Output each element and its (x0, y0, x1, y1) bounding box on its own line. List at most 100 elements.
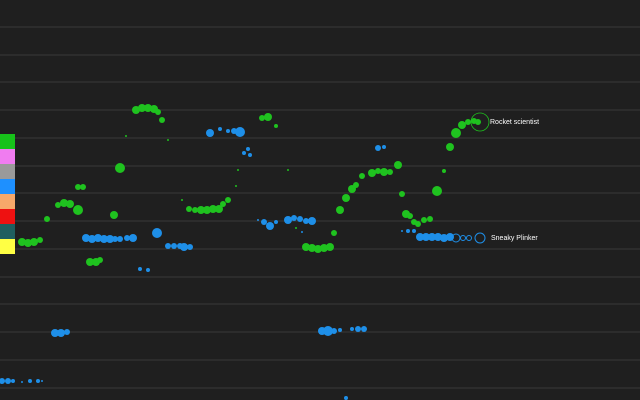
score-dot (274, 124, 278, 128)
score-dot (246, 147, 250, 151)
score-dot (303, 218, 309, 224)
score-dot (124, 235, 130, 241)
score-dot (295, 227, 297, 229)
color-swatch-red[interactable] (0, 209, 15, 224)
score-dot (115, 163, 125, 173)
score-dot (110, 211, 118, 219)
score-dot (187, 244, 193, 250)
score-dot (44, 216, 50, 222)
trail-ring (466, 235, 472, 241)
score-dot (36, 379, 40, 383)
color-swatch-grey[interactable] (0, 164, 15, 179)
current-position-ring-rocket-scientist (470, 112, 490, 132)
score-dot (64, 329, 70, 335)
score-dot (235, 127, 245, 137)
score-dot (353, 182, 359, 188)
score-dot (218, 127, 222, 131)
score-dot (18, 238, 26, 246)
score-dot (138, 267, 142, 271)
score-dot (171, 243, 177, 249)
score-dot (144, 104, 152, 112)
score-dot (125, 135, 127, 137)
score-dot (55, 202, 61, 208)
score-dot (297, 216, 303, 222)
score-dot (112, 236, 118, 242)
score-dot (399, 191, 405, 197)
score-dot (242, 151, 246, 155)
player-track-rocket-scientist[interactable] (18, 104, 481, 266)
score-dot (475, 119, 481, 125)
score-dot (406, 229, 410, 233)
color-legend (0, 134, 15, 254)
player-track-sneaky-plinker[interactable] (0, 127, 454, 400)
score-dot (237, 169, 239, 171)
score-dot (428, 233, 436, 241)
score-dot (75, 184, 81, 190)
score-dot (446, 143, 454, 151)
score-dot (416, 233, 424, 241)
color-swatch-pink[interactable] (0, 149, 15, 164)
color-swatch-orange[interactable] (0, 194, 15, 209)
score-dot (387, 169, 393, 175)
score-dot (215, 205, 223, 213)
score-dot (60, 199, 68, 207)
score-dot (11, 379, 15, 383)
score-dot (338, 328, 342, 332)
score-dot (41, 380, 43, 382)
current-position-ring-sneaky-plinker (474, 232, 486, 244)
player-label-sneaky-plinker[interactable]: Sneaky Plinker (491, 235, 538, 242)
score-dot (284, 216, 292, 224)
score-dot (21, 381, 23, 383)
score-dot (165, 243, 171, 249)
score-dot (350, 327, 354, 331)
score-dot (401, 230, 403, 232)
score-dot (106, 235, 114, 243)
score-dot (225, 197, 231, 203)
score-dot (94, 234, 102, 242)
score-dot (451, 128, 461, 138)
score-dot (465, 119, 471, 125)
score-dot (261, 219, 267, 225)
score-dot (331, 328, 337, 334)
color-swatch-blue[interactable] (0, 179, 15, 194)
score-dot (375, 145, 381, 151)
score-dot (326, 243, 334, 251)
score-dot (323, 326, 333, 336)
score-dot (138, 104, 146, 112)
player-markers (451, 112, 490, 244)
score-dot (336, 206, 344, 214)
score-dot (220, 201, 226, 207)
score-dot (259, 115, 265, 121)
score-dot (129, 234, 137, 242)
score-dot (361, 326, 367, 332)
score-dot (359, 173, 365, 179)
score-dot (86, 258, 94, 266)
score-dot (301, 231, 303, 233)
score-dot (37, 237, 43, 243)
trail-ring (460, 235, 466, 241)
score-dot (66, 200, 74, 208)
score-dot (155, 109, 161, 115)
score-dot (382, 145, 386, 149)
score-dot (80, 184, 86, 190)
score-dot (320, 244, 328, 252)
score-dot (308, 244, 316, 252)
score-dot (159, 117, 165, 123)
score-dot (206, 129, 214, 137)
score-dot (51, 329, 59, 337)
player-label-rocket-scientist[interactable]: Rocket scientist (490, 119, 540, 126)
score-dot (394, 161, 402, 169)
score-dot (412, 229, 416, 233)
score-dot (440, 234, 448, 242)
score-dot (167, 139, 169, 141)
score-dot (248, 153, 252, 157)
color-swatch-teal[interactable] (0, 224, 15, 239)
score-dot (274, 220, 278, 224)
color-swatch-green[interactable] (0, 134, 15, 149)
color-swatch-yellow[interactable] (0, 239, 15, 254)
score-dot (73, 205, 83, 215)
score-dot (57, 329, 65, 337)
score-dot (314, 245, 322, 253)
score-dot (342, 194, 350, 202)
